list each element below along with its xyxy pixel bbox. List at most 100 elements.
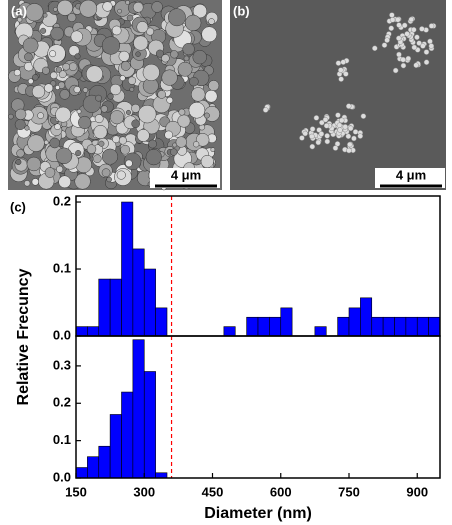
particle: [184, 14, 202, 32]
image-label: (b): [233, 3, 250, 18]
particle: [14, 119, 26, 131]
particle: [79, 0, 98, 18]
particle: [351, 135, 357, 142]
particle: [101, 168, 111, 178]
particle: [319, 119, 325, 126]
particle: [400, 56, 406, 63]
particle: [335, 60, 342, 66]
scale-box: [150, 168, 220, 188]
particle: [157, 90, 166, 99]
particle: [166, 96, 174, 104]
particle: [381, 42, 388, 48]
particle: [101, 148, 119, 165]
particle: [188, 101, 206, 119]
particle: [208, 18, 215, 25]
particle: [55, 85, 60, 90]
particle: [32, 74, 39, 81]
particle: [428, 43, 435, 49]
bar: [155, 307, 168, 337]
particle: [31, 178, 40, 186]
particle: [315, 139, 322, 146]
scale-label: 4 μm: [171, 167, 201, 182]
particle: [74, 53, 81, 60]
particle: [106, 176, 112, 183]
bar: [416, 316, 429, 337]
particle: [131, 119, 140, 129]
particle: [13, 69, 21, 77]
particle: [340, 59, 347, 65]
particle: [322, 116, 329, 123]
bar: [246, 316, 259, 337]
particle: [41, 66, 50, 75]
particle: [309, 143, 316, 150]
particle: [129, 87, 135, 92]
bar: [371, 316, 384, 337]
particle: [411, 27, 417, 33]
particle: [175, 136, 187, 148]
particle: [98, 140, 105, 147]
particle: [195, 133, 210, 147]
particle: [208, 80, 220, 92]
particle: [299, 135, 305, 141]
particle: [427, 38, 433, 45]
bar: [109, 414, 122, 479]
particle: [201, 26, 218, 43]
particle: [178, 108, 186, 116]
particle: [400, 62, 407, 69]
particle: [78, 115, 92, 130]
scale-box: [375, 168, 445, 188]
bar: [109, 278, 122, 337]
particle: [74, 173, 91, 190]
particle: [203, 112, 210, 119]
particle: [342, 124, 349, 130]
bar: [382, 316, 395, 337]
image-label: (a): [11, 3, 27, 18]
particle: [22, 37, 39, 54]
particle: [414, 34, 420, 40]
particle: [67, 13, 77, 22]
particle: [183, 55, 190, 62]
particle: [164, 130, 174, 140]
particle: [337, 127, 343, 133]
particle: [138, 104, 157, 124]
particle: [109, 110, 125, 125]
particle: [101, 36, 121, 55]
particle: [170, 148, 178, 156]
particle: [142, 63, 160, 81]
particle: [193, 141, 200, 148]
particle: [177, 61, 193, 77]
particle: [335, 112, 341, 118]
particle: [136, 129, 150, 142]
bar: [75, 326, 88, 337]
particle: [55, 147, 73, 165]
particle: [401, 22, 408, 29]
particle: [191, 87, 206, 102]
bar: [121, 201, 134, 337]
particle: [76, 109, 82, 114]
particle: [389, 17, 396, 23]
particle: [100, 105, 108, 113]
particle: [49, 50, 57, 58]
particle: [388, 25, 395, 32]
particle: [309, 126, 316, 132]
particle: [168, 8, 186, 27]
particle: [189, 76, 199, 87]
bar: [257, 316, 270, 337]
particle: [57, 0, 74, 16]
particle: [392, 67, 399, 74]
particle: [54, 123, 61, 131]
particle: [15, 159, 22, 166]
bar: [98, 445, 111, 479]
panel-label: (c): [10, 199, 26, 214]
particle: [404, 31, 410, 37]
particle: [324, 133, 330, 139]
particle: [95, 94, 102, 102]
particle: [102, 1, 113, 12]
particle: [360, 113, 367, 119]
particle: [405, 55, 412, 62]
particle: [192, 49, 207, 65]
x-tick-label: 450: [202, 484, 224, 499]
particle: [107, 93, 114, 100]
particle: [62, 63, 70, 71]
bar: [337, 316, 350, 337]
